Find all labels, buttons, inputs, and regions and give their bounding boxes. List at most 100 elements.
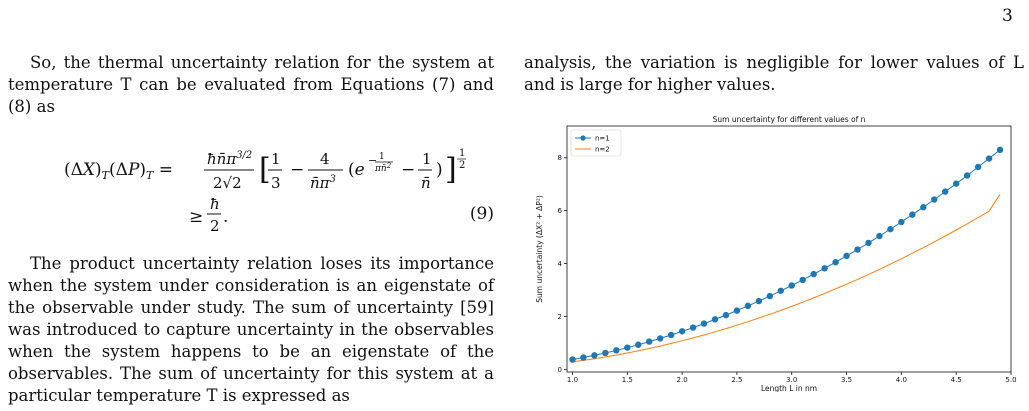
data-point bbox=[656, 335, 664, 342]
left-column: So, the thermal uncertainty relation for… bbox=[8, 52, 494, 118]
data-point bbox=[887, 225, 894, 233]
data-point bbox=[733, 307, 741, 314]
x-tick-label: 3.5 bbox=[841, 376, 852, 384]
series-lines bbox=[572, 149, 1001, 363]
paragraph-sum-uncertainty: The product uncertainty relation loses i… bbox=[8, 253, 494, 405]
x-tick-label: 5.0 bbox=[1005, 376, 1016, 384]
svg-text:3: 3 bbox=[271, 174, 281, 192]
x-tick-label: 1.0 bbox=[567, 376, 578, 384]
data-point bbox=[876, 232, 883, 240]
data-point bbox=[678, 328, 686, 335]
data-point bbox=[777, 287, 784, 294]
x-axis-label: Length L in nm bbox=[761, 384, 817, 392]
y-axis-ticks: 0 2 4 6 8 bbox=[558, 154, 567, 374]
svg-text:2√2: 2√2 bbox=[213, 174, 242, 192]
data-point bbox=[667, 331, 675, 339]
chart-title: Sum uncertainty for different values of … bbox=[713, 115, 866, 124]
svg-text:−: − bbox=[401, 160, 415, 180]
series-line-n=1 bbox=[572, 149, 1001, 361]
legend-label: n=2 bbox=[595, 146, 610, 154]
svg-text:4: 4 bbox=[320, 150, 330, 168]
legend-marker bbox=[580, 135, 586, 141]
svg-text:n̄: n̄ bbox=[421, 174, 431, 192]
equation-9: (ΔX)T(ΔP)T = ħn̄π3/2 2√2 [ 1 3 − 4 n̄π3 … bbox=[8, 142, 494, 232]
equation-number: (9) bbox=[469, 204, 494, 224]
svg-text:1: 1 bbox=[379, 152, 385, 162]
y-axis-label: Sum uncertainty (ΔX² + ΔP²) bbox=[535, 195, 544, 303]
plot-area bbox=[566, 125, 1012, 373]
svg-text:[: [ bbox=[259, 152, 271, 187]
data-point bbox=[635, 341, 642, 348]
chart-legend: n=1n=2 bbox=[570, 129, 622, 157]
svg-text:1: 1 bbox=[422, 150, 432, 168]
data-point bbox=[985, 155, 993, 162]
svg-text:−: − bbox=[368, 154, 377, 167]
data-point bbox=[909, 211, 916, 218]
data-point bbox=[602, 349, 609, 357]
equation-graphic: (ΔX)T(ΔP)T = ħn̄π3/2 2√2 [ 1 3 − 4 n̄π3 … bbox=[64, 148, 466, 232]
right-column: analysis, the variation is negligible fo… bbox=[524, 52, 1024, 96]
x-tick-label: 2.5 bbox=[731, 376, 742, 384]
data-point bbox=[931, 196, 938, 203]
svg-text:1: 1 bbox=[459, 148, 465, 159]
data-point bbox=[832, 259, 839, 266]
figure-sum-uncertainty: Sum uncertainty for different values of … bbox=[527, 112, 1017, 393]
svg-text:ħn̄π3/2: ħn̄π3/2 bbox=[207, 150, 252, 168]
data-point bbox=[963, 172, 971, 179]
svg-text:(e: (e bbox=[348, 160, 365, 180]
paragraph-thermal-relation: So, the thermal uncertainty relation for… bbox=[8, 53, 494, 116]
legend-label: n=1 bbox=[595, 135, 610, 143]
data-point bbox=[788, 282, 795, 289]
svg-text:−: − bbox=[290, 160, 304, 180]
y-tick-label: 8 bbox=[558, 154, 562, 162]
x-tick-label: 4.0 bbox=[896, 376, 907, 384]
chart-svg: Sum uncertainty for different values of … bbox=[535, 115, 1017, 393]
x-tick-label: 4.5 bbox=[951, 376, 962, 384]
data-point bbox=[996, 146, 1004, 154]
svg-text:πn̄2: πn̄2 bbox=[374, 162, 392, 174]
y-tick-label: 4 bbox=[558, 260, 563, 268]
y-tick-label: 6 bbox=[558, 207, 563, 215]
svg-text:): ) bbox=[436, 160, 443, 180]
svg-text:2: 2 bbox=[459, 160, 465, 171]
paragraph-analysis: analysis, the variation is negligible fo… bbox=[524, 53, 1024, 94]
x-tick-label: 1.5 bbox=[622, 376, 633, 384]
data-point bbox=[744, 302, 752, 310]
data-point bbox=[974, 163, 982, 171]
data-point bbox=[711, 316, 719, 323]
x-axis-ticks: 1.0 1.5 2.0 2.5 3.0 3.5 4.0 4.5 5.0 bbox=[567, 372, 1017, 384]
x-tick-label: 2.0 bbox=[677, 376, 688, 384]
svg-text:(ΔX)T(ΔP)T =: (ΔX)T(ΔP)T = bbox=[64, 160, 173, 182]
series-markers bbox=[569, 146, 1004, 363]
page-number: 3 bbox=[1002, 6, 1013, 26]
y-tick-label: 2 bbox=[558, 313, 562, 321]
y-tick-label: 0 bbox=[558, 366, 562, 374]
svg-text:.: . bbox=[223, 207, 228, 227]
svg-text:]: ] bbox=[445, 152, 457, 187]
data-point bbox=[722, 311, 730, 319]
svg-text:1: 1 bbox=[271, 150, 281, 168]
data-point bbox=[624, 344, 631, 351]
data-point bbox=[569, 356, 576, 363]
data-point bbox=[898, 218, 905, 226]
data-point bbox=[865, 239, 872, 247]
data-point bbox=[766, 292, 774, 300]
data-point bbox=[580, 354, 587, 361]
data-point bbox=[689, 324, 697, 331]
data-point bbox=[952, 180, 960, 187]
data-point bbox=[591, 352, 598, 359]
data-point bbox=[920, 204, 927, 211]
svg-text:n̄π3: n̄π3 bbox=[310, 174, 336, 192]
data-point bbox=[755, 297, 763, 305]
data-point bbox=[799, 276, 806, 284]
series-line-n=2 bbox=[572, 193, 1001, 363]
svg-text:2: 2 bbox=[210, 217, 220, 232]
data-point bbox=[821, 265, 828, 272]
data-point bbox=[942, 188, 949, 195]
x-tick-label: 3.0 bbox=[786, 376, 797, 384]
data-point bbox=[810, 270, 817, 278]
data-point bbox=[700, 320, 708, 327]
data-point bbox=[843, 252, 850, 260]
data-point bbox=[854, 246, 861, 253]
svg-text:≥: ≥ bbox=[189, 207, 203, 227]
